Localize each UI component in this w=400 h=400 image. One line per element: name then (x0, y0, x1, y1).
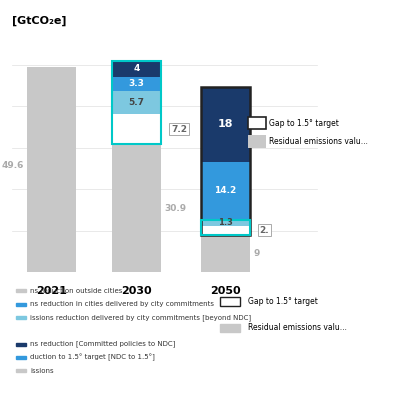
Text: 18: 18 (218, 119, 233, 129)
Text: 1.3: 1.3 (218, 218, 233, 228)
Bar (16, 356, 26, 359)
Bar (201, 220, 250, 226)
Bar (201, 226, 250, 235)
Bar (112, 114, 161, 144)
Text: 49.6: 49.6 (1, 161, 24, 170)
Bar (201, 162, 250, 220)
Bar (16, 316, 26, 319)
Text: 9: 9 (253, 249, 260, 258)
Text: ns reduction in cities delivered by city commitments: ns reduction in cities delivered by city… (30, 301, 214, 307)
Text: duction to 1.5° target [NDC to 1.5°]: duction to 1.5° target [NDC to 1.5°] (30, 354, 155, 361)
Text: 7.2: 7.2 (171, 125, 187, 134)
Bar (201, 87, 250, 235)
Text: 3.3: 3.3 (129, 80, 144, 88)
Bar (112, 91, 161, 114)
Bar (248, 117, 266, 129)
Text: 30.9: 30.9 (164, 204, 187, 212)
Text: Residual emissions valu...: Residual emissions valu... (270, 137, 368, 146)
Text: 5.7: 5.7 (129, 98, 145, 107)
Text: 4: 4 (134, 64, 140, 73)
Bar (220, 324, 240, 332)
Text: issions: issions (30, 368, 54, 374)
Text: 2.: 2. (260, 226, 269, 235)
Bar (16, 369, 26, 372)
Text: ns reduction outside cities: ns reduction outside cities (30, 288, 122, 294)
Bar (16, 289, 26, 292)
Text: 2021: 2021 (36, 286, 67, 296)
Bar (248, 136, 266, 148)
Text: 2050: 2050 (210, 286, 240, 296)
Bar (112, 144, 161, 272)
Bar (220, 298, 240, 306)
Text: Gap to 1.5° target: Gap to 1.5° target (248, 297, 318, 306)
Text: Gap to 1.5° target: Gap to 1.5° target (270, 118, 339, 128)
Bar (27, 67, 76, 272)
Bar (112, 60, 161, 77)
Bar (112, 60, 161, 144)
Text: [GtCO₂e]: [GtCO₂e] (12, 16, 66, 26)
Bar (16, 342, 26, 346)
Text: 2030: 2030 (121, 286, 152, 296)
Bar (112, 77, 161, 91)
Text: ns reduction [Committed policies to NDC]: ns reduction [Committed policies to NDC] (30, 341, 175, 347)
Text: Residual emissions valu...: Residual emissions valu... (248, 324, 347, 332)
Text: 14.2: 14.2 (214, 186, 236, 195)
Text: issions reduction delivered by city commitments [beyond NDC]: issions reduction delivered by city comm… (30, 314, 251, 321)
Bar (201, 235, 250, 272)
Bar (201, 220, 250, 235)
Bar (201, 87, 250, 162)
Bar (16, 302, 26, 306)
